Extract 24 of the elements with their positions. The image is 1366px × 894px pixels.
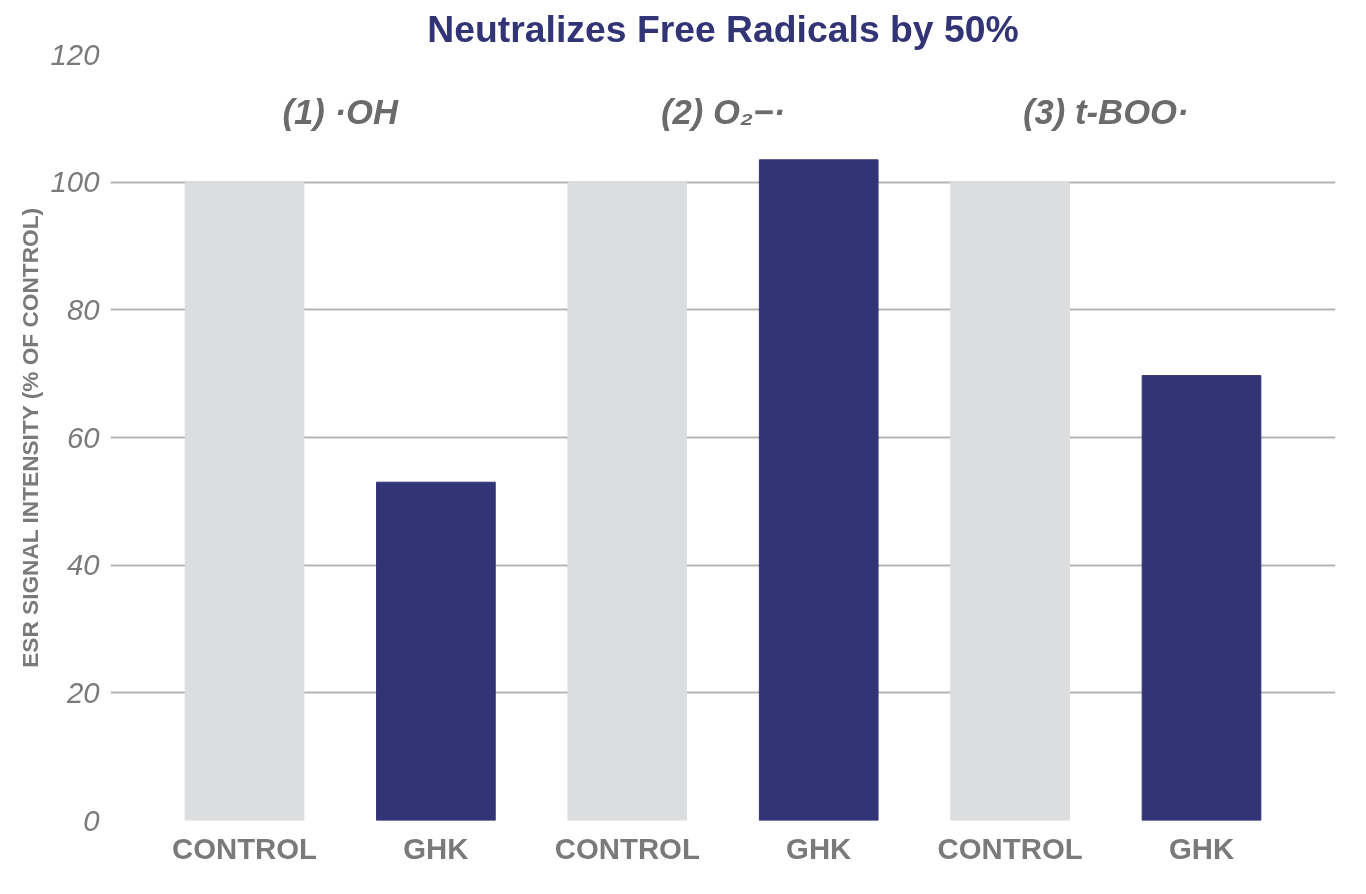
- bar: [376, 481, 496, 821]
- y-tick-label: 20: [65, 675, 101, 709]
- x-tick-label: GHK: [1168, 831, 1235, 865]
- y-tick-label: 60: [66, 420, 101, 454]
- bar: [567, 181, 688, 821]
- y-tick-label: 120: [50, 37, 101, 71]
- y-tick-label: 80: [66, 292, 101, 326]
- annotation: (3) t-BOO·: [1023, 92, 1189, 131]
- x-tick-label: CONTROL: [171, 831, 318, 865]
- bar: [950, 181, 1070, 821]
- y-tick-label: 0: [83, 803, 101, 837]
- x-tick-label: CONTROL: [937, 831, 1083, 865]
- y-tick-label: 40: [66, 548, 101, 582]
- annotation: (1) ·OH: [282, 92, 399, 131]
- x-tick-label: GHK: [786, 831, 852, 865]
- x-tick-label: CONTROL: [554, 831, 700, 865]
- y-axis-title: ESR SIGNAL INTENSITY (% OF CONTROL): [16, 207, 43, 668]
- text: Neutralizes Free Radicals by 50%: [427, 7, 1019, 50]
- y-tick-label: 100: [50, 165, 101, 199]
- bar: [1141, 375, 1262, 821]
- x-tick-label: GHK: [403, 831, 469, 865]
- bar: [184, 181, 305, 821]
- annotation: (2) O₂−·: [661, 92, 785, 131]
- bar: [758, 159, 879, 821]
